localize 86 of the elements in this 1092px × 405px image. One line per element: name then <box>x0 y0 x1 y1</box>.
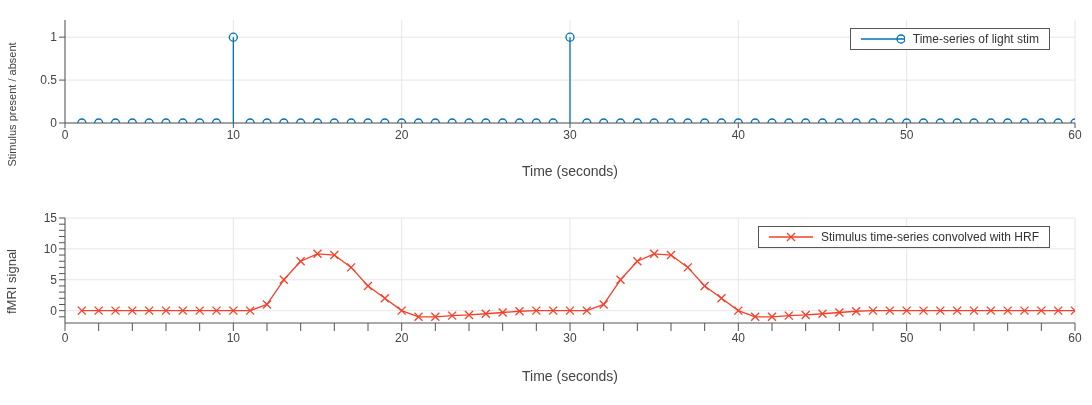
legend-label: Stimulus time-series convolved with HRF <box>820 230 1039 244</box>
point <box>632 256 642 266</box>
point <box>245 306 255 316</box>
point <box>851 306 861 316</box>
point <box>346 262 356 273</box>
point <box>733 306 743 316</box>
x-tick-label: 40 <box>731 127 746 142</box>
point <box>935 306 945 316</box>
x-axis-title: Time (seconds) <box>522 368 618 384</box>
point <box>683 262 693 273</box>
point <box>110 306 121 316</box>
point <box>548 306 558 316</box>
point <box>161 306 171 316</box>
point <box>211 306 222 316</box>
point <box>1003 306 1013 316</box>
y-axis-title: fMRI signal <box>4 248 19 315</box>
point <box>817 309 828 319</box>
point <box>514 306 525 316</box>
y-tick-label: 0 <box>50 303 58 318</box>
x-tick-label: 0 <box>61 330 69 345</box>
point <box>750 312 760 322</box>
point <box>312 249 323 259</box>
point <box>952 306 962 316</box>
x-tick-label: 0 <box>61 127 69 142</box>
y-tick-label: 0.5 <box>40 73 58 88</box>
point <box>918 306 929 316</box>
x-tick-label: 30 <box>563 127 577 142</box>
point <box>262 299 272 310</box>
x-tick-label: 10 <box>226 127 241 142</box>
y-tick-label: 15 <box>43 211 58 226</box>
point <box>296 256 306 266</box>
x-tick-label: 50 <box>899 330 914 345</box>
point <box>413 312 424 322</box>
point <box>447 310 457 321</box>
point <box>380 293 390 303</box>
point <box>144 306 154 316</box>
point <box>481 309 491 319</box>
point <box>77 306 87 316</box>
x-tick-label: 40 <box>731 330 746 345</box>
y-tick-label: 1 <box>50 30 58 45</box>
point <box>1036 306 1046 316</box>
point <box>430 312 440 322</box>
x-tick-label: 20 <box>394 330 409 345</box>
x-axis-title: Time (seconds) <box>522 163 618 179</box>
y-tick-label: 5 <box>50 273 58 288</box>
point <box>666 250 676 260</box>
y-tick-label: 10 <box>43 242 58 257</box>
point <box>582 306 592 316</box>
point <box>716 293 727 303</box>
x-tick-label: 30 <box>563 330 577 345</box>
point <box>329 250 339 260</box>
point <box>902 306 912 316</box>
point <box>195 306 205 316</box>
point <box>94 306 104 316</box>
point <box>1019 306 1030 316</box>
point <box>700 281 710 291</box>
point <box>801 310 811 320</box>
point <box>599 299 609 310</box>
point <box>565 306 575 316</box>
point <box>767 312 777 322</box>
point <box>498 307 508 318</box>
y-tick-label: 0 <box>50 116 58 131</box>
x-tick-label: 10 <box>226 330 241 345</box>
point <box>363 281 373 291</box>
x-tick-label: 60 <box>1068 330 1082 345</box>
point <box>784 310 794 321</box>
x-tick-label: 50 <box>899 127 914 142</box>
point <box>397 306 407 316</box>
x-tick-label: 20 <box>394 127 409 142</box>
point <box>834 307 844 318</box>
point <box>649 249 659 259</box>
point <box>178 306 188 316</box>
x-tick-label: 60 <box>1068 127 1082 142</box>
point <box>1053 306 1063 316</box>
point <box>615 275 626 285</box>
point <box>464 310 474 320</box>
point <box>986 306 996 316</box>
point <box>969 306 979 316</box>
point <box>228 306 238 316</box>
legend-label: Time-series of light stim <box>912 32 1039 46</box>
point <box>127 306 137 316</box>
point <box>279 275 289 285</box>
point <box>531 306 541 316</box>
point <box>868 306 878 316</box>
point <box>885 306 895 316</box>
y-axis-title: Stimulus present / absent <box>6 42 18 167</box>
